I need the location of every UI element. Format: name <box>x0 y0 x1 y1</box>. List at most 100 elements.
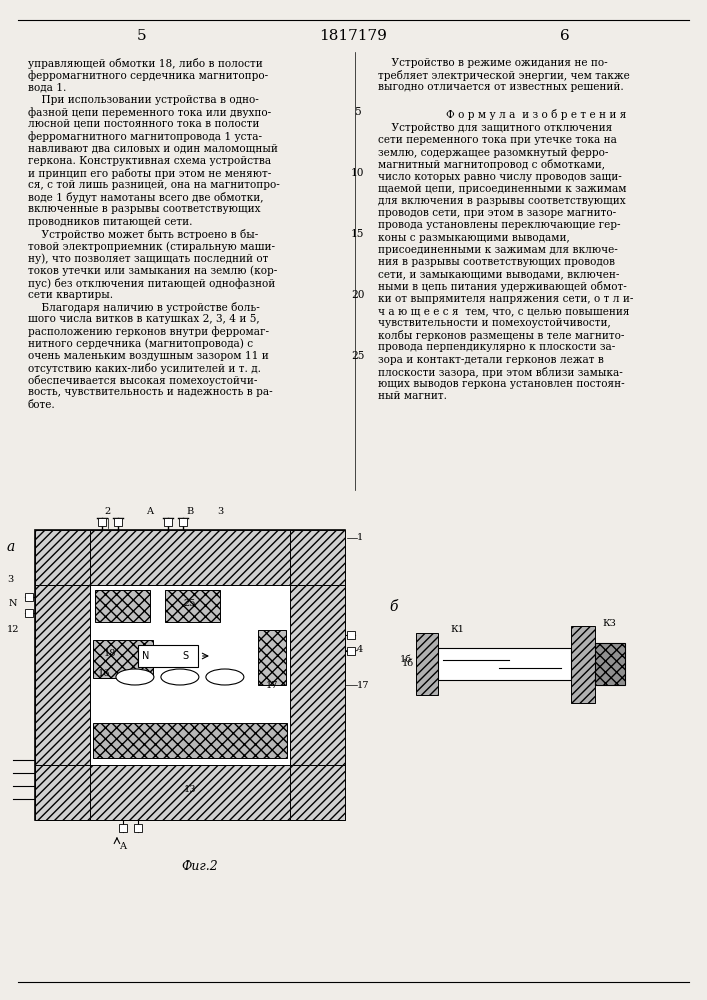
Text: колбы герконов размещены в теле магнито-: колбы герконов размещены в теле магнито- <box>378 330 624 341</box>
Text: 3: 3 <box>217 508 223 516</box>
Bar <box>35 530 90 585</box>
Text: для включения в разрывы соответствующих: для включения в разрывы соответствующих <box>378 196 626 206</box>
Text: ся, с той лишь разницей, она на магнитопро-: ся, с той лишь разницей, она на магнитоп… <box>28 180 280 190</box>
Bar <box>258 630 286 685</box>
Text: управляющей обмотки 18, либо в полости: управляющей обмотки 18, либо в полости <box>28 58 263 69</box>
Text: провода установлены переключающие гер-: провода установлены переключающие гер- <box>378 220 620 230</box>
Text: шого числа витков в катушках 2, 3, 4 и 5,: шого числа витков в катушках 2, 3, 4 и 5… <box>28 314 259 324</box>
Text: вода 1.: вода 1. <box>28 82 66 92</box>
Text: 6: 6 <box>561 29 570 43</box>
Text: 20: 20 <box>351 290 365 300</box>
Text: требляет электрической энергии, чем также: требляет электрической энергии, чем такж… <box>378 70 629 81</box>
Text: 5: 5 <box>136 29 146 43</box>
Text: 10: 10 <box>351 168 365 178</box>
Bar <box>35 530 345 820</box>
Bar <box>90 530 290 585</box>
Text: A: A <box>119 842 127 851</box>
Text: щаемой цепи, присоединенными к зажимам: щаемой цепи, присоединенными к зажимам <box>378 184 626 194</box>
Ellipse shape <box>161 669 199 685</box>
Text: Устройство для защитного отключения: Устройство для защитного отключения <box>378 123 612 133</box>
Text: выгодно отличается от известных решений.: выгодно отличается от известных решений. <box>378 82 624 92</box>
Text: 2: 2 <box>105 508 111 516</box>
Bar <box>290 530 345 585</box>
Text: 18: 18 <box>104 648 116 658</box>
Text: 1: 1 <box>357 534 363 542</box>
Text: товой электроприемник (стиральную маши-: товой электроприемник (стиральную маши- <box>28 241 275 252</box>
Text: КЗ: КЗ <box>603 618 617 628</box>
Text: плоскости зазора, при этом вблизи замыка-: плоскости зазора, при этом вблизи замыка… <box>378 367 623 378</box>
Text: ными в цепь питания удерживающей обмот-: ными в цепь питания удерживающей обмот- <box>378 281 626 292</box>
Bar <box>90 765 290 820</box>
Bar <box>347 647 355 655</box>
Bar <box>571 626 595 703</box>
Text: ния в разрывы соответствующих проводов: ния в разрывы соответствующих проводов <box>378 257 615 267</box>
Text: число которых равно числу проводов защи-: число которых равно числу проводов защи- <box>378 172 621 182</box>
Text: Устройство может быть встроено в бы-: Устройство может быть встроено в бы- <box>28 229 258 240</box>
Text: ки от выпрямителя напряжения сети, о т л и-: ки от выпрямителя напряжения сети, о т л… <box>378 294 633 304</box>
Text: 3: 3 <box>7 576 13 584</box>
Text: обеспечивается высокая помехоустойчи-: обеспечивается высокая помехоустойчи- <box>28 375 257 386</box>
Bar <box>119 824 127 832</box>
Bar <box>438 648 571 680</box>
Bar <box>35 585 90 765</box>
Bar <box>165 590 220 622</box>
Text: включенные в разрывы соответствующих: включенные в разрывы соответствующих <box>28 204 260 214</box>
Bar <box>98 518 106 526</box>
Text: 16: 16 <box>98 668 110 678</box>
Text: ну), что позволяет защищать последний от: ну), что позволяет защищать последний от <box>28 253 269 264</box>
Text: ч а ю щ е е с я  тем, что, с целью повышения: ч а ю щ е е с я тем, что, с целью повыше… <box>378 306 629 316</box>
Bar <box>25 609 33 617</box>
Text: проводов сети, при этом в зазоре магнито-: проводов сети, при этом в зазоре магнито… <box>378 208 616 218</box>
Text: 15: 15 <box>351 229 365 239</box>
Text: A: A <box>146 508 153 516</box>
Text: B: B <box>186 508 194 516</box>
Text: Благодаря наличию в устройстве боль-: Благодаря наличию в устройстве боль- <box>28 302 259 313</box>
Ellipse shape <box>116 669 154 685</box>
Bar <box>595 643 625 685</box>
Text: 25: 25 <box>184 598 196 607</box>
Bar <box>114 518 122 526</box>
Bar <box>347 631 355 639</box>
Text: К1: К1 <box>451 626 464 635</box>
Bar <box>416 633 438 695</box>
Text: 25: 25 <box>351 351 365 361</box>
Text: Ф о р м у л а  и з о б р е т е н и я: Ф о р м у л а и з о б р е т е н и я <box>445 109 626 120</box>
Text: геркона. Конструктивная схема устройства: геркона. Конструктивная схема устройства <box>28 156 271 166</box>
Text: расположению герконов внутри ферромаг-: расположению герконов внутри ферромаг- <box>28 326 269 337</box>
Text: N: N <box>142 651 150 661</box>
Text: токов утечки или замыкания на землю (кор-: токов утечки или замыкания на землю (кор… <box>28 265 277 276</box>
Text: сети квартиры.: сети квартиры. <box>28 290 113 300</box>
Bar <box>134 824 142 832</box>
Bar <box>290 765 345 820</box>
Text: нитного сердечника (магнитопровода) с: нитного сердечника (магнитопровода) с <box>28 339 253 349</box>
Text: и принцип его работы при этом не меняют-: и принцип его работы при этом не меняют- <box>28 168 271 179</box>
Text: воде 1 будут намотаны всего две обмотки,: воде 1 будут намотаны всего две обмотки, <box>28 192 264 203</box>
Text: боте.: боте. <box>28 400 56 410</box>
Text: очень маленьким воздушным зазором 11 и: очень маленьким воздушным зазором 11 и <box>28 351 269 361</box>
Bar <box>35 765 90 820</box>
Text: S: S <box>183 651 189 661</box>
Text: 12: 12 <box>7 626 19 635</box>
Text: 17: 17 <box>266 680 278 690</box>
Text: пус) без отключения питающей однофазной: пус) без отключения питающей однофазной <box>28 278 275 289</box>
Text: N: N <box>8 598 17 607</box>
Bar <box>138 645 198 667</box>
Text: Устройство в режиме ожидания не по-: Устройство в режиме ожидания не по- <box>378 58 607 68</box>
Bar <box>93 640 153 678</box>
Text: вость, чувствительность и надежность в ра-: вость, чувствительность и надежность в р… <box>28 387 273 397</box>
Bar <box>164 518 172 526</box>
Text: навливают два силовых и один маломощный: навливают два силовых и один маломощный <box>28 143 278 153</box>
Text: землю, содержащее разомкнутый ферро-: землю, содержащее разомкнутый ферро- <box>378 147 608 158</box>
Text: чувствительности и помехоустойчивости,: чувствительности и помехоустойчивости, <box>378 318 611 328</box>
Bar <box>290 585 345 765</box>
Text: ный магнит.: ный магнит. <box>378 391 447 401</box>
Text: фазной цепи переменного тока или двухпо-: фазной цепи переменного тока или двухпо- <box>28 107 271 118</box>
Text: отсутствию каких-либо усилителей и т. д.: отсутствию каких-либо усилителей и т. д. <box>28 363 261 374</box>
Text: ющих выводов геркона установлен постоян-: ющих выводов геркона установлен постоян- <box>378 379 624 389</box>
Ellipse shape <box>206 669 244 685</box>
Text: коны с размыкающими выводами,: коны с размыкающими выводами, <box>378 233 570 243</box>
Text: 5: 5 <box>354 107 361 117</box>
Text: ферромагнитного сердечника магнитопро-: ферромагнитного сердечника магнитопро- <box>28 70 268 81</box>
Text: сети, и замыкающими выводами, включен-: сети, и замыкающими выводами, включен- <box>378 269 619 279</box>
Text: зора и контакт-детали герконов лежат в: зора и контакт-детали герконов лежат в <box>378 355 604 365</box>
